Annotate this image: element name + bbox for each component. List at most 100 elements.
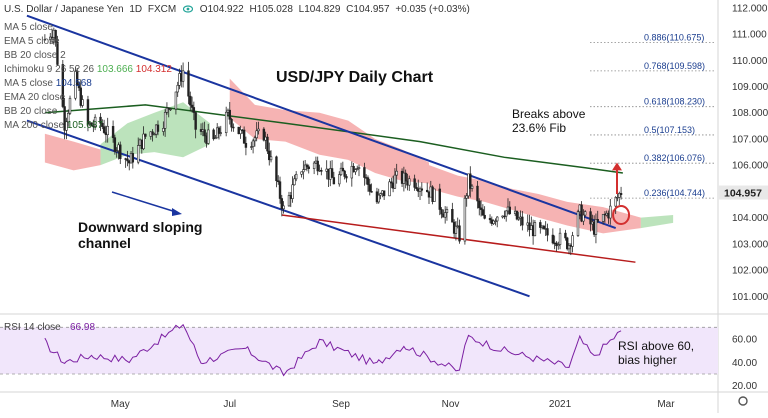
rsi-annotation-line: RSI above 60,: [618, 339, 694, 353]
candle-body: [582, 214, 585, 222]
breakout-circle: [612, 204, 631, 225]
candle-body: [126, 158, 129, 162]
fib-level-label: 0.768(109.598): [644, 61, 705, 71]
candle-body: [479, 207, 483, 210]
symbol-name[interactable]: U.S. Dollar / Japanese Yen: [4, 4, 124, 15]
candle-body: [619, 193, 623, 195]
indicator-row[interactable]: BB 20 close: [4, 106, 57, 117]
candle-body: [469, 173, 472, 189]
candle-body: [345, 176, 348, 179]
chart-title-annotation: USD/JPY Daily Chart: [276, 69, 434, 86]
candle-body: [101, 122, 104, 127]
ma200-line: [44, 104, 623, 174]
indicator-row[interactable]: Ichimoku 9 26 52 26 103.666 104.312: [4, 64, 172, 75]
candle-body: [458, 225, 461, 242]
candle-body: [470, 185, 474, 189]
candle-body: [496, 216, 499, 222]
candle-body: [433, 188, 436, 202]
candle-body: [75, 70, 79, 85]
candle-body: [515, 210, 519, 220]
eye-icon[interactable]: [182, 5, 194, 13]
candle-body: [320, 170, 323, 172]
candle-body: [576, 211, 580, 236]
price-badge: [718, 185, 768, 200]
price-tick-label: 109.000: [732, 82, 768, 93]
candle-body: [312, 162, 316, 170]
candle-body: [242, 129, 246, 144]
candle-body: [119, 144, 122, 159]
breaks-annotation-line: 23.6% Fib: [512, 121, 566, 135]
candle-body: [363, 167, 366, 178]
candle-body: [113, 137, 117, 152]
candle-body: [558, 232, 562, 245]
indicator-label: EMA 5 close: [4, 36, 60, 47]
indicator-label: BB 20 close: [4, 106, 58, 117]
candle-body: [609, 205, 612, 219]
candle-body: [219, 132, 222, 134]
candle-body: [253, 137, 257, 142]
time-tick-label: Nov: [442, 399, 460, 410]
indicator-row[interactable]: EMA 20 close: [4, 92, 65, 103]
interval[interactable]: 1D: [129, 4, 143, 15]
candle-body: [106, 126, 109, 136]
candle-body: [239, 129, 242, 135]
indicator-label: Ichimoku 9 26 52 26: [4, 64, 95, 75]
candle-body: [151, 131, 154, 135]
candle-body: [102, 126, 106, 133]
ichimoku-cloud: [44, 133, 101, 171]
candle-body: [303, 164, 307, 170]
price-tick-label: 103.000: [732, 239, 768, 250]
candle-body: [307, 166, 310, 170]
candle-body: [115, 150, 118, 152]
candle-body: [250, 146, 253, 148]
candle-body: [262, 128, 266, 141]
low-value: L104.829: [298, 4, 341, 15]
candle-body: [43, 39, 47, 41]
candle-body: [443, 212, 447, 218]
indicator-row[interactable]: MA 200 close 105.687: [4, 120, 103, 131]
indicator-row[interactable]: EMA 5 close: [4, 36, 60, 47]
candle-body: [131, 153, 135, 163]
channel-annotation-line: Downward sloping: [78, 219, 202, 235]
settings-icon: [738, 396, 748, 406]
candle-body: [56, 41, 59, 65]
candle-body: [181, 70, 185, 82]
candle-body: [194, 112, 197, 130]
candle-body: [481, 209, 485, 216]
candle-body: [551, 234, 555, 244]
candle-body: [277, 180, 280, 183]
candle-body: [268, 150, 271, 161]
candle-body: [408, 178, 411, 186]
candle-body: [596, 219, 599, 222]
rsi-tick-label: 20.00: [732, 381, 757, 392]
candle-body: [589, 211, 592, 225]
price-tick-label: 104.000: [732, 213, 768, 224]
candle-body: [300, 171, 303, 175]
rsi-tick-label: 60.00: [732, 335, 757, 346]
candle-body: [212, 129, 215, 140]
candle-body: [137, 145, 140, 163]
indicator-label: BB 20 close 2: [4, 50, 66, 61]
time-tick-label: Sep: [332, 399, 350, 410]
indicator-row[interactable]: MA 5 close 104.568: [4, 78, 92, 89]
price-tick-label: 108.000: [732, 108, 768, 119]
candle-body: [167, 107, 170, 110]
candle-body: [594, 219, 598, 235]
breakout-arrow-head: [612, 162, 622, 171]
indicator-value: 103.666: [94, 64, 133, 75]
candle-body: [583, 211, 587, 216]
indicator-row[interactable]: MA 5 close: [4, 22, 53, 33]
channel-upper-line: [26, 14, 617, 230]
price-tick-label: 110.000: [732, 56, 768, 67]
indicator-row[interactable]: BB 20 close 2: [4, 50, 66, 61]
candle-body: [352, 165, 355, 173]
price-tick-label: 111.000: [732, 30, 767, 41]
candle-body: [445, 209, 449, 213]
candle-body: [93, 116, 97, 127]
candle-body: [217, 127, 221, 134]
candle-body: [192, 107, 196, 113]
channel-annotation-line: channel: [78, 235, 131, 251]
candle-body: [339, 167, 343, 175]
candle-body: [163, 112, 167, 129]
